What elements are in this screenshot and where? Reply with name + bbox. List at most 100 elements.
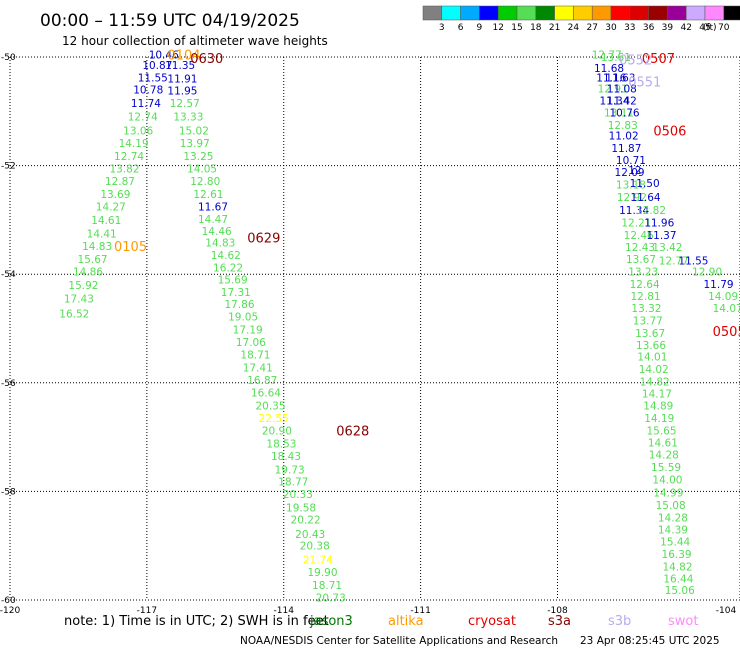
colorbar-swatch xyxy=(497,5,518,21)
swh-value-label: 16.44 xyxy=(663,573,693,585)
pass-time-label: 0551 xyxy=(628,75,661,90)
swh-value-label: 15.69 xyxy=(218,275,248,287)
x-axis-ticks: -120 -117 -114 -111 -108 -104 xyxy=(0,606,736,616)
satellite-legend: jason3 altika cryosat s3a s3b swot xyxy=(309,614,698,629)
colorbar-tick-label: 36 xyxy=(643,23,655,33)
swh-value-label: 21.74 xyxy=(303,554,333,566)
swh-value-label: 13.69 xyxy=(100,189,130,201)
pass-time-label: 0105 xyxy=(114,240,147,255)
swh-value-label: 14.86 xyxy=(73,266,103,278)
swh-value-label: 11.37 xyxy=(646,230,676,242)
swh-value-label: 13.61 xyxy=(601,52,631,64)
swh-value-label: 19.05 xyxy=(228,312,258,324)
swh-value-label: 11.08 xyxy=(607,83,637,95)
swh-value-label: 15.08 xyxy=(656,500,686,512)
y-tick-label: -54 xyxy=(1,270,16,280)
swh-value-label: 14.27 xyxy=(96,201,126,213)
swh-value-label: 18.53 xyxy=(266,439,296,451)
swh-value-label: 14.02 xyxy=(639,364,669,376)
swh-value-label: 15.65 xyxy=(646,426,676,438)
swh-value-label: 12.43 xyxy=(625,242,655,254)
swh-value-label: 18.71 xyxy=(312,580,342,592)
swh-value-label: 12.64 xyxy=(630,279,660,291)
swh-value-label: 12.09 xyxy=(615,167,645,179)
swh-value-label: 15.59 xyxy=(651,462,681,474)
swh-value-label: 16.64 xyxy=(251,388,281,400)
swh-value-label: 15.06 xyxy=(665,585,695,597)
swh-value-label: 18.71 xyxy=(240,350,270,362)
swh-value-label: 14.28 xyxy=(658,512,688,524)
swh-value-label: 11.63 xyxy=(605,73,635,85)
swh-value-label: 22.55 xyxy=(259,413,289,425)
footer-note: note: 1) Time is in UTC; 2) SWH is in fe… xyxy=(64,614,329,629)
swh-value-label: 20.90 xyxy=(262,426,292,438)
swh-value-label: 12.46 xyxy=(624,230,654,242)
swh-value-label: 14.46 xyxy=(202,226,232,238)
pass-time-label: 0507 xyxy=(642,52,675,67)
swh-value-label: 13.18 xyxy=(616,180,646,192)
swh-value-label: 16.39 xyxy=(662,549,692,561)
x-tick-label: -120 xyxy=(0,606,20,616)
swh-value-label: 17.19 xyxy=(233,325,263,337)
swh-value-label: 11.79 xyxy=(704,279,734,291)
swh-value-label: 10.78 xyxy=(133,85,163,97)
pass-time-label: 0628 xyxy=(336,425,369,440)
swh-value-label: 17.86 xyxy=(224,299,254,311)
swh-value-label: 15.67 xyxy=(78,254,108,266)
colorbar-tick-label: 45 xyxy=(699,23,710,33)
y-tick-label: -50 xyxy=(1,53,16,63)
satellite-legend-entry: s3b xyxy=(608,614,631,629)
pass-time-label: 0506 xyxy=(653,124,686,139)
swh-value-label: 14.47 xyxy=(198,214,228,226)
swh-value-label: 10.46 xyxy=(149,49,179,61)
swh-value-label: 13.82 xyxy=(109,163,139,175)
colorbar-swatch xyxy=(610,5,631,21)
swh-value-label: 14.19 xyxy=(119,138,149,150)
swh-value-label: 13.25 xyxy=(183,151,213,163)
colorbar-swatch xyxy=(648,5,668,21)
swh-value-label: 11.67 xyxy=(198,201,228,213)
colorbar-tick-label: 18 xyxy=(530,23,542,33)
swh-value-label: 14.61 xyxy=(91,215,121,227)
satellite-legend-entry: swot xyxy=(668,614,698,629)
pass-time-label: 0629 xyxy=(247,231,280,246)
swh-value-label: 14.82 xyxy=(662,561,692,573)
swh-value-label: 12.21 xyxy=(621,218,651,230)
swh-value-label: 13.33 xyxy=(173,112,203,124)
swh-value-label: 19.73 xyxy=(275,465,305,477)
swh-value-label: 12.61 xyxy=(193,189,223,201)
colorbar-swatch xyxy=(723,5,740,21)
footer-credit: NOAA/NESDIS Center for Satellite Applica… xyxy=(240,635,558,647)
swh-value-label: 14.82 xyxy=(640,377,670,389)
colorbar-tick-label: 21 xyxy=(549,23,560,33)
swh-value-label: 15.92 xyxy=(68,280,98,292)
swh-value-label: 19.58 xyxy=(286,503,316,515)
swh-value-label: 11.96 xyxy=(644,218,674,230)
colorbar-swatch xyxy=(667,5,687,21)
swh-value-label: 13.32 xyxy=(631,303,661,315)
pass-time-label: 0552 xyxy=(619,54,652,69)
swh-value-label: 14.62 xyxy=(211,250,241,262)
swh-value-label: 13.67 xyxy=(626,254,656,266)
swh-value-label: 13.66 xyxy=(636,340,666,352)
colorbar-tick-label: 6 xyxy=(458,23,464,33)
x-tick-label: -111 xyxy=(410,606,430,616)
colorbar-tick-label: 30 xyxy=(605,23,617,33)
swh-value-label: 12.90 xyxy=(692,266,722,278)
swh-value-label: 14.01 xyxy=(637,352,667,364)
swh-value-label: 14.00 xyxy=(652,474,682,486)
y-tick-label: -56 xyxy=(1,379,16,389)
colorbar-swatch xyxy=(629,5,649,21)
swh-value-label: 14.89 xyxy=(643,401,673,413)
swh-value-label: 15.02 xyxy=(179,125,209,137)
swh-value-label: 11.74 xyxy=(131,98,161,110)
swh-value-label: 11.50 xyxy=(630,178,660,190)
swh-value-label: 13.06 xyxy=(123,125,153,137)
swh-value-label: 12.74 xyxy=(114,151,144,163)
swh-value-label: 14.99 xyxy=(653,487,683,499)
colorbar-swatch xyxy=(460,5,480,21)
y-tick-label: -52 xyxy=(1,162,16,172)
swh-value-label: 10.71 xyxy=(616,155,646,167)
